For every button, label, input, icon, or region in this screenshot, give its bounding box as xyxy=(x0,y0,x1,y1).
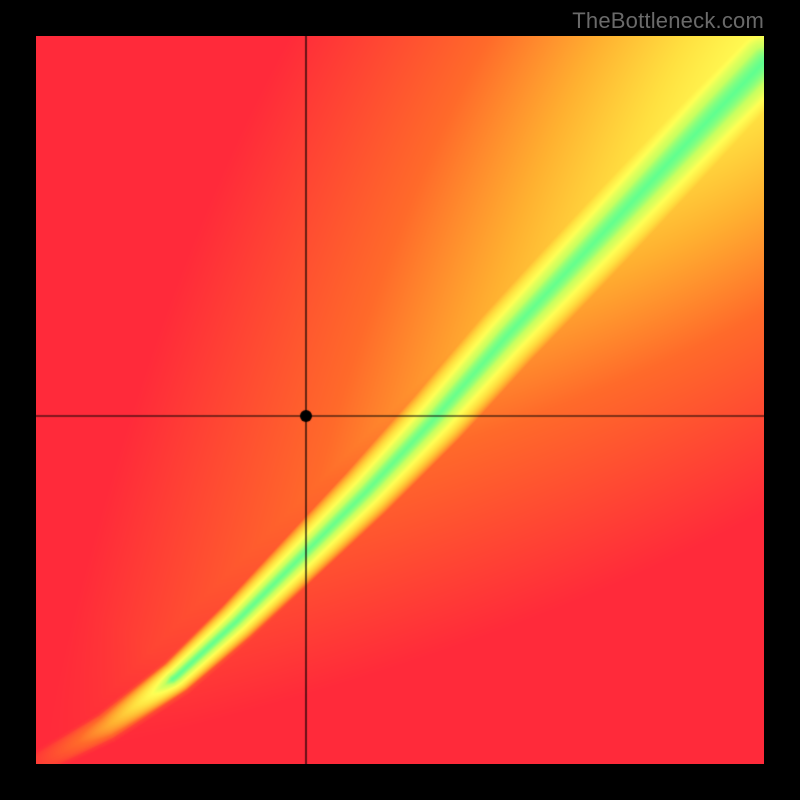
heatmap-canvas xyxy=(36,36,764,764)
bottleneck-heatmap xyxy=(36,36,764,764)
watermark-text: TheBottleneck.com xyxy=(572,8,764,34)
